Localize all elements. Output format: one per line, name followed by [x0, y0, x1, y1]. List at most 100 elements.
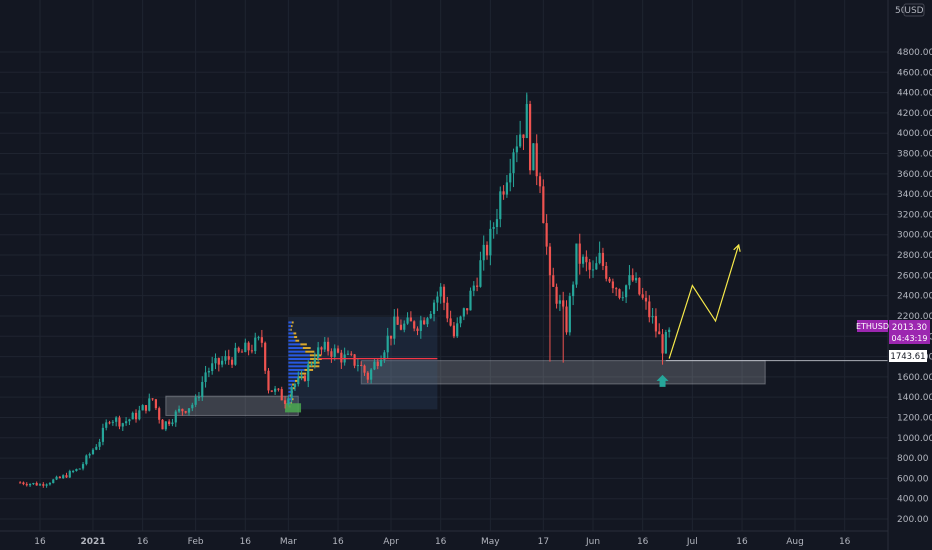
currency-badge[interactable]: [903, 3, 925, 17]
candle-body[interactable]: [19, 482, 22, 484]
candle-body[interactable]: [121, 423, 124, 427]
candlesticks[interactable]: [19, 92, 671, 488]
candle-body[interactable]: [320, 347, 323, 350]
candle-body[interactable]: [274, 388, 277, 392]
candle-body[interactable]: [581, 256, 585, 264]
candle-body[interactable]: [379, 359, 383, 366]
candle-body[interactable]: [138, 410, 141, 420]
candle-body[interactable]: [456, 323, 459, 337]
candle-body[interactable]: [264, 342, 267, 371]
candle-body[interactable]: [399, 324, 403, 330]
candle-body[interactable]: [631, 275, 634, 281]
candle-body[interactable]: [171, 422, 174, 425]
candle-body[interactable]: [300, 375, 303, 378]
candle-body[interactable]: [552, 275, 555, 287]
candle-body[interactable]: [187, 408, 191, 413]
candle-body[interactable]: [58, 476, 61, 479]
candle-body[interactable]: [545, 223, 548, 247]
candle-body[interactable]: [118, 417, 121, 427]
candle-body[interactable]: [194, 397, 197, 405]
candle-body[interactable]: [168, 421, 171, 425]
candle-body[interactable]: [148, 398, 151, 411]
candle-body[interactable]: [628, 275, 631, 286]
candle-body[interactable]: [386, 335, 389, 353]
candle-body[interactable]: [254, 337, 257, 352]
candle-body[interactable]: [181, 408, 184, 412]
candle-body[interactable]: [204, 372, 207, 382]
candle-body[interactable]: [641, 294, 644, 298]
candle-body[interactable]: [313, 359, 316, 365]
candle-body[interactable]: [65, 475, 68, 478]
candle-body[interactable]: [88, 454, 91, 456]
candle-body[interactable]: [515, 146, 518, 153]
candle-body[interactable]: [336, 348, 340, 353]
candle-body[interactable]: [519, 134, 522, 147]
candle-body[interactable]: [605, 265, 608, 279]
candle-body[interactable]: [538, 176, 542, 187]
candle-body[interactable]: [499, 191, 502, 220]
candle-body[interactable]: [608, 278, 611, 282]
candle-body[interactable]: [310, 364, 313, 366]
candle-body[interactable]: [62, 475, 65, 479]
candle-body[interactable]: [307, 364, 310, 381]
time-axis[interactable]: 16 2021 16 Feb 16 Mar 16 Apr 16 May 17 Jun 16 Jul 16 Au…: [34, 537, 850, 547]
candle-body[interactable]: [356, 365, 359, 367]
candle-body[interactable]: [489, 228, 492, 256]
candle-body[interactable]: [423, 320, 426, 325]
candle-body[interactable]: [429, 313, 432, 319]
candle-body[interactable]: [413, 321, 416, 329]
candle-body[interactable]: [595, 263, 598, 270]
candle-body[interactable]: [267, 370, 270, 391]
candle-body[interactable]: [141, 405, 144, 411]
candle-body[interactable]: [591, 269, 595, 271]
candle-body[interactable]: [290, 387, 293, 399]
candle-body[interactable]: [38, 484, 42, 486]
candle-body[interactable]: [28, 483, 32, 486]
candle-body[interactable]: [528, 104, 532, 171]
candle-body[interactable]: [244, 342, 247, 353]
candle-body[interactable]: [436, 296, 439, 303]
candle-body[interactable]: [555, 286, 558, 304]
candle-body[interactable]: [105, 422, 108, 428]
price-axis[interactable]: 4800.00 4600.00 4400.00 4200.00 4000.00 3800.…: [897, 48, 932, 525]
candle-body[interactable]: [22, 482, 25, 485]
candle-body[interactable]: [469, 290, 472, 311]
candle-body[interactable]: [78, 468, 81, 470]
candle-body[interactable]: [396, 316, 399, 325]
candle-body[interactable]: [452, 325, 456, 337]
candle-body[interactable]: [485, 244, 489, 256]
candle-body[interactable]: [144, 405, 148, 411]
candle-body[interactable]: [585, 256, 588, 263]
projection-path[interactable]: [668, 244, 740, 359]
candle-body[interactable]: [668, 329, 671, 333]
candle-body[interactable]: [257, 337, 260, 339]
candle-body[interactable]: [287, 398, 290, 404]
candle-body[interactable]: [317, 347, 320, 360]
candle-body[interactable]: [108, 422, 111, 424]
candle-body[interactable]: [406, 317, 409, 324]
candle-body[interactable]: [621, 297, 624, 299]
candle-body[interactable]: [505, 182, 509, 195]
candle-body[interactable]: [350, 353, 353, 355]
candle-body[interactable]: [32, 483, 35, 485]
candle-body[interactable]: [25, 484, 28, 486]
candle-body[interactable]: [376, 361, 379, 366]
candle-body[interactable]: [128, 419, 131, 422]
drawings[interactable]: [318, 243, 888, 387]
candle-body[interactable]: [270, 390, 273, 392]
candle-body[interactable]: [466, 308, 469, 311]
candle-body[interactable]: [230, 359, 234, 365]
candle-body[interactable]: [462, 308, 465, 317]
candle-body[interactable]: [247, 342, 250, 351]
candle-body[interactable]: [303, 375, 307, 381]
candle-body[interactable]: [207, 371, 210, 373]
candle-body[interactable]: [52, 479, 55, 484]
candle-body[interactable]: [75, 468, 78, 471]
candle-body[interactable]: [598, 252, 601, 264]
candle-body[interactable]: [502, 191, 505, 195]
candle-body[interactable]: [548, 246, 552, 276]
candle-body[interactable]: [42, 484, 45, 486]
candle-body[interactable]: [161, 419, 164, 430]
candle-body[interactable]: [85, 455, 88, 465]
